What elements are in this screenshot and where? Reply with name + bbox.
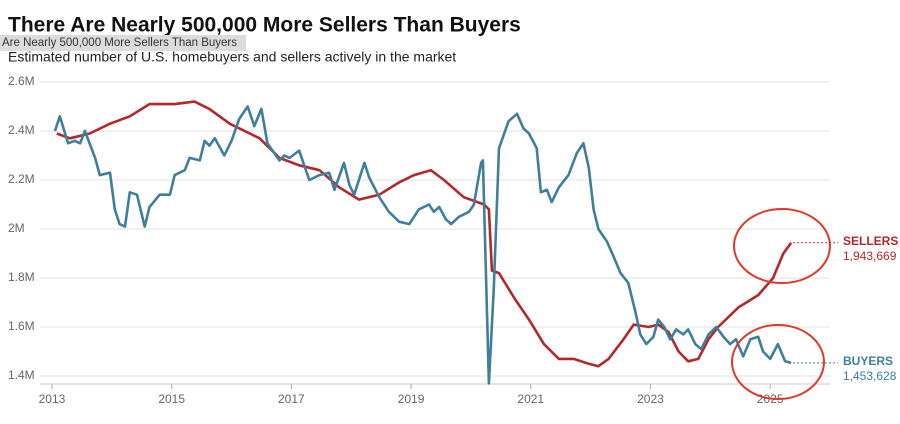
tooltip: Are Nearly 500,000 More Sellers Than Buy… (2, 37, 237, 49)
series-line (56, 100, 793, 368)
x-tick-label: 2019 (398, 392, 425, 406)
y-tick-label: 2.6M (8, 74, 35, 88)
series-label: BUYERS (843, 354, 893, 368)
y-tick-label: 2.4M (8, 123, 35, 137)
x-tick-label: 2015 (158, 392, 185, 406)
y-tick-label: 1.6M (8, 319, 35, 333)
end-value-label: 1,943,669 (843, 249, 897, 263)
tooltip-box (0, 35, 246, 51)
x-tick-label: 2023 (637, 392, 664, 406)
chart-subtitle: Estimated number of U.S. homebuyers and … (8, 49, 456, 65)
y-tick-label: 2M (8, 221, 25, 235)
y-tick-label: 1.8M (8, 270, 35, 284)
chart-title: There Are Nearly 500,000 More Sellers Th… (8, 14, 521, 37)
lines (53, 100, 793, 385)
series-line (53, 105, 792, 385)
x-tick-label: 2013 (39, 392, 66, 406)
y-tick-label: 2.2M (8, 172, 35, 186)
y-tick-label: 1.4M (8, 368, 35, 382)
series-label: SELLERS (843, 234, 898, 248)
highlight-circle (731, 324, 825, 400)
x-tick-label: 2021 (517, 392, 544, 406)
highlight-circle (733, 208, 831, 284)
grid: 1.4M 1.6M 1.8M 2M 2.2M 2.4M 2.6M 2013 2015 2017 20… (8, 74, 830, 406)
end-value-label: 1,453,628 (843, 369, 897, 383)
x-tick-label: 2017 (278, 392, 305, 406)
